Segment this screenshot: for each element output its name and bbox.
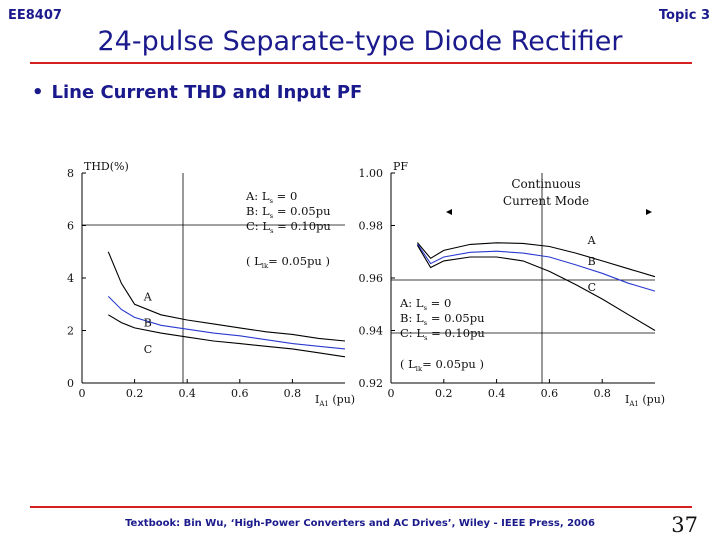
arrow-left-icon: [446, 209, 452, 215]
series-b-label: B: [144, 317, 152, 330]
textbook-citation: Textbook: Bin Wu, ‘High-Power Converters…: [125, 518, 595, 529]
y-tick-label: 6: [67, 220, 74, 233]
bullet-text: Line Current THD and Input PF: [51, 82, 363, 103]
legend-item: B: Ls = 0.05pu: [246, 204, 331, 220]
series-a-line: [416, 242, 656, 278]
series-c-line: [108, 314, 346, 358]
legend-item: C: Ls = 0.10pu: [246, 219, 331, 235]
y-axis-label: PF: [393, 160, 408, 173]
series-c-label: C: [144, 343, 152, 356]
bottom-divider: [30, 506, 692, 508]
legend-item: C: Ls = 0.10pu: [400, 326, 485, 342]
legend-item: A: Ls = 0: [245, 189, 297, 205]
topic-label: Topic 3: [658, 8, 710, 23]
x-tick-label: 0.2: [126, 387, 144, 400]
legend-item: ( Llk= 0.05pu ): [246, 254, 330, 270]
region-label: Current Mode: [503, 194, 589, 208]
x-tick-label: 0: [388, 387, 395, 400]
y-tick-label: 2: [67, 325, 74, 338]
series-a-label: A: [587, 234, 597, 247]
legend-item: ( Llk= 0.05pu ): [400, 357, 484, 373]
y-tick-label: 0.94: [359, 325, 384, 338]
course-code: EE8407: [8, 8, 62, 23]
region-label: Continuous: [511, 177, 580, 191]
x-tick-label: 0.8: [593, 387, 611, 400]
x-tick-label: 0.8: [284, 387, 302, 400]
y-tick-label: 0: [67, 377, 74, 390]
series-b-line: [107, 296, 346, 350]
x-tick-label: 0.6: [231, 387, 249, 400]
top-divider: [30, 62, 692, 64]
bullet-dot: •: [32, 82, 44, 103]
y-tick-label: 1.00: [359, 167, 384, 180]
y-tick-label: 8: [67, 167, 74, 180]
series-a-label: A: [143, 290, 153, 303]
y-tick-label: 4: [67, 272, 74, 285]
y-tick-label: 0.98: [359, 220, 384, 233]
series-c-label: C: [588, 281, 596, 294]
bullet-item: • Line Current THD and Input PF: [32, 82, 362, 103]
y-tick-label: 0.96: [359, 272, 384, 285]
y-tick-label: 0.92: [359, 377, 384, 390]
chart-thd: 0 2 4 6 8 0 0.2 0.4 0.6 0.8 THD(%) IA1 (pu) A BC A: Ls…: [67, 160, 355, 408]
arrow-right-icon: [646, 209, 652, 215]
page-number: 37: [671, 513, 698, 537]
x-axis-label: IA1 (pu): [315, 393, 355, 408]
series-a-line: [107, 251, 346, 342]
series-b-line: [416, 243, 656, 292]
x-tick-label: 0.2: [435, 387, 453, 400]
x-axis-label: IA1 (pu): [625, 393, 665, 408]
series-c-line: [416, 244, 656, 331]
legend-item: A: Ls = 0: [399, 296, 451, 312]
chart-pf: 0.92 0.94 0.96 0.98 1.00 0 0.2 0.4 0.6 0.8 PF IA1 (…: [359, 160, 666, 408]
x-tick-label: 0.6: [541, 387, 559, 400]
y-axis-label: THD(%): [84, 160, 129, 173]
page-title: 24-pulse Separate-type Diode Rectifier: [97, 26, 623, 57]
legend-item: B: Ls = 0.05pu: [400, 311, 485, 327]
x-tick-label: 0.4: [178, 387, 196, 400]
x-tick-label: 0: [79, 387, 86, 400]
x-tick-label: 0.4: [488, 387, 506, 400]
series-b-label: B: [588, 255, 596, 268]
